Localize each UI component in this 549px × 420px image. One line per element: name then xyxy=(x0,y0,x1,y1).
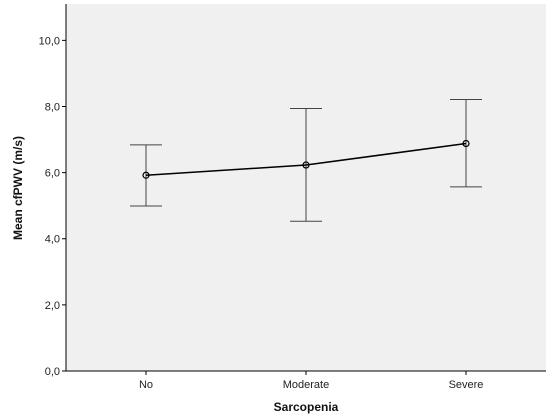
x-axis: No Moderate Severe xyxy=(66,370,546,391)
series-group xyxy=(130,99,482,222)
y-tick-label: 0,0 xyxy=(45,366,60,378)
series-line xyxy=(145,142,467,177)
x-tick-label: Moderate xyxy=(283,379,329,391)
y-tick-label: 8,0 xyxy=(45,101,60,113)
data-point xyxy=(302,161,310,169)
y-tick-label: 10,0 xyxy=(39,35,60,47)
y-tick-label: 2,0 xyxy=(45,300,60,312)
x-tick-label: No xyxy=(139,379,153,391)
data-point xyxy=(462,139,470,148)
y-tick-label: 4,0 xyxy=(45,234,60,246)
y-axis: 0,0 2,0 4,0 6,0 8,0 10,0 xyxy=(39,4,67,378)
y-axis-title: Mean cfPWV (m/s) xyxy=(11,136,25,240)
data-point xyxy=(142,171,150,179)
x-axis-title: Sarcopenia xyxy=(274,400,339,414)
x-tick-label: Severe xyxy=(449,379,484,391)
y-tick-label: 6,0 xyxy=(45,168,60,180)
